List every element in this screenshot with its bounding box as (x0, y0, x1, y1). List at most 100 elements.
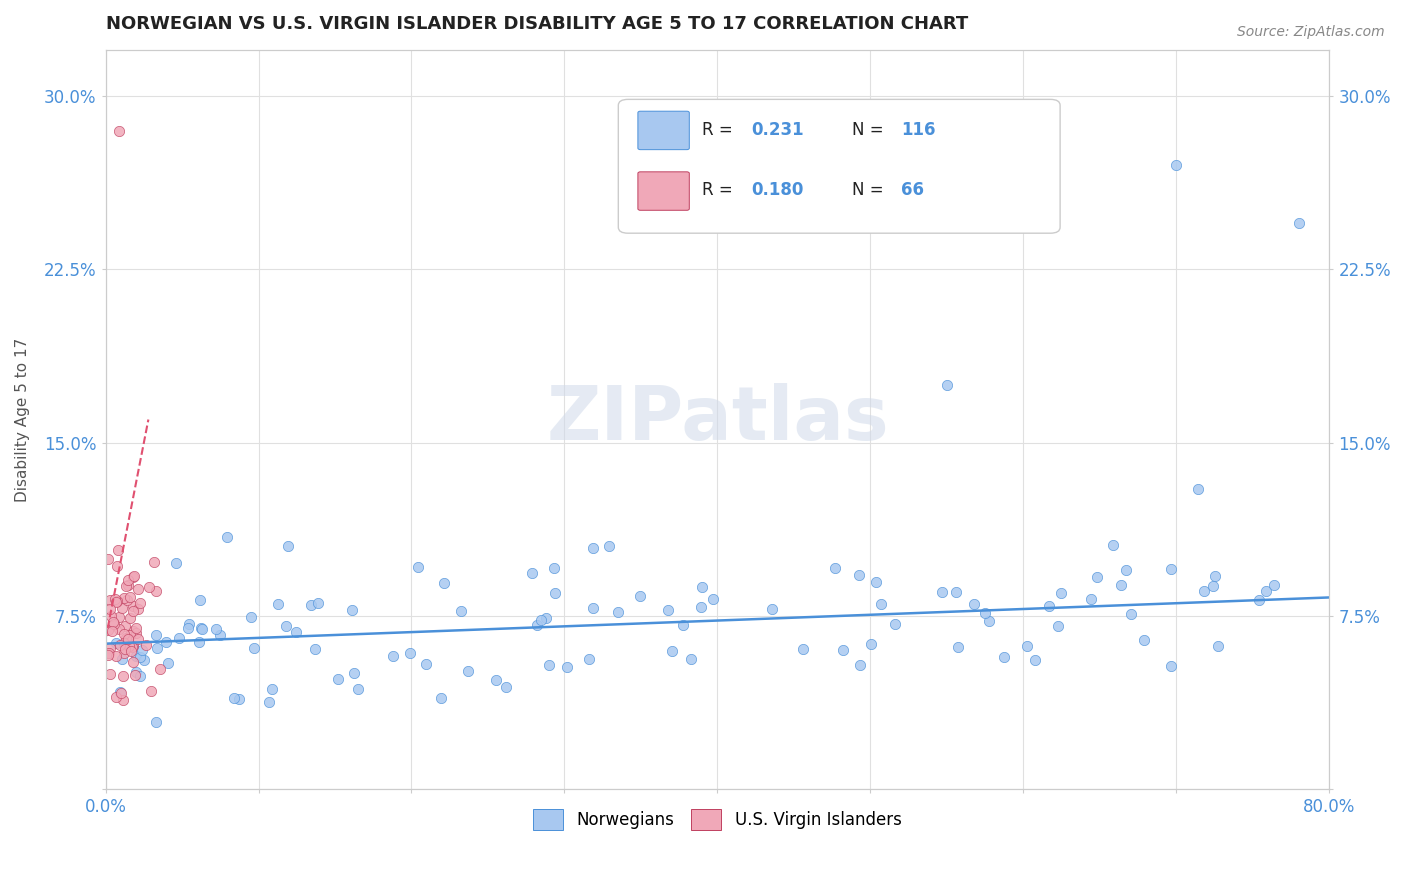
Point (1046, 619, 1069, 633)
Point (544, 586, 567, 600)
Text: N =: N = (852, 181, 889, 199)
Point (135, 638, 157, 652)
Point (485, 673, 508, 687)
FancyBboxPatch shape (638, 172, 689, 211)
Point (97, 646, 120, 660)
Point (101, 615, 124, 630)
Point (122, 656, 145, 670)
Point (430, 690, 453, 705)
Point (125, 626, 148, 640)
Point (534, 610, 557, 624)
Point (1050, 586, 1073, 600)
Point (849, 657, 872, 672)
Point (935, 377, 957, 392)
Point (690, 580, 713, 594)
Point (107, 594, 129, 608)
Point (208, 628, 231, 642)
Point (406, 560, 429, 574)
Point (139, 683, 162, 698)
Point (679, 651, 702, 665)
Point (108, 610, 131, 624)
Text: 0.180: 0.180 (752, 181, 804, 199)
Text: R =: R = (702, 120, 738, 138)
Point (128, 596, 150, 610)
Point (98, 593, 121, 607)
Point (433, 576, 456, 591)
Text: 66: 66 (901, 181, 924, 199)
Point (848, 568, 870, 582)
Point (1256, 583, 1278, 598)
Point (100, 609, 122, 624)
Point (284, 625, 307, 640)
Point (1263, 577, 1285, 591)
Point (121, 639, 143, 653)
Point (127, 602, 149, 616)
Point (112, 693, 135, 707)
Point (1247, 592, 1270, 607)
Point (1080, 592, 1102, 607)
Text: 0.231: 0.231 (752, 120, 804, 138)
Point (860, 637, 883, 651)
Point (117, 573, 139, 587)
Point (98, 667, 121, 681)
Point (1160, 562, 1182, 576)
Point (582, 601, 605, 615)
Point (1288, 216, 1310, 230)
Point (145, 584, 167, 599)
Point (146, 641, 169, 656)
Point (537, 657, 560, 672)
Point (101, 624, 124, 639)
Point (97, 623, 120, 637)
Point (105, 690, 128, 704)
Point (128, 649, 150, 664)
Point (115, 579, 138, 593)
Text: ZIPatlas: ZIPatlas (546, 383, 889, 456)
Point (120, 610, 142, 624)
Point (690, 599, 713, 614)
Point (299, 598, 322, 612)
Point (121, 569, 143, 583)
Point (457, 664, 479, 678)
Point (228, 692, 250, 706)
Point (832, 643, 855, 657)
Point (117, 632, 139, 646)
Point (1133, 633, 1156, 648)
Point (104, 648, 127, 663)
Point (931, 585, 953, 599)
Point (188, 592, 211, 607)
Point (131, 643, 153, 657)
Point (98, 601, 121, 615)
Point (155, 635, 177, 649)
Point (107, 124, 129, 138)
Point (702, 592, 724, 607)
Point (114, 631, 136, 645)
Point (120, 644, 142, 658)
Point (179, 616, 201, 631)
Point (792, 641, 814, 656)
Text: N =: N = (852, 120, 889, 138)
Point (661, 643, 683, 657)
Point (117, 577, 139, 591)
Point (105, 595, 128, 609)
Point (128, 669, 150, 683)
Point (1166, 158, 1188, 172)
Point (672, 618, 695, 632)
Point (450, 603, 472, 617)
Point (97, 647, 120, 661)
Point (124, 621, 146, 635)
Point (177, 621, 200, 635)
Point (107, 542, 129, 557)
Point (122, 624, 145, 638)
Point (156, 657, 179, 671)
Point (132, 653, 155, 667)
Point (114, 641, 136, 656)
Point (122, 599, 145, 614)
Point (143, 555, 166, 569)
Text: 116: 116 (901, 120, 935, 138)
Point (98, 640, 121, 655)
Point (112, 669, 135, 683)
Point (112, 636, 135, 650)
Point (122, 569, 145, 583)
Point (115, 592, 138, 607)
Point (382, 649, 405, 664)
